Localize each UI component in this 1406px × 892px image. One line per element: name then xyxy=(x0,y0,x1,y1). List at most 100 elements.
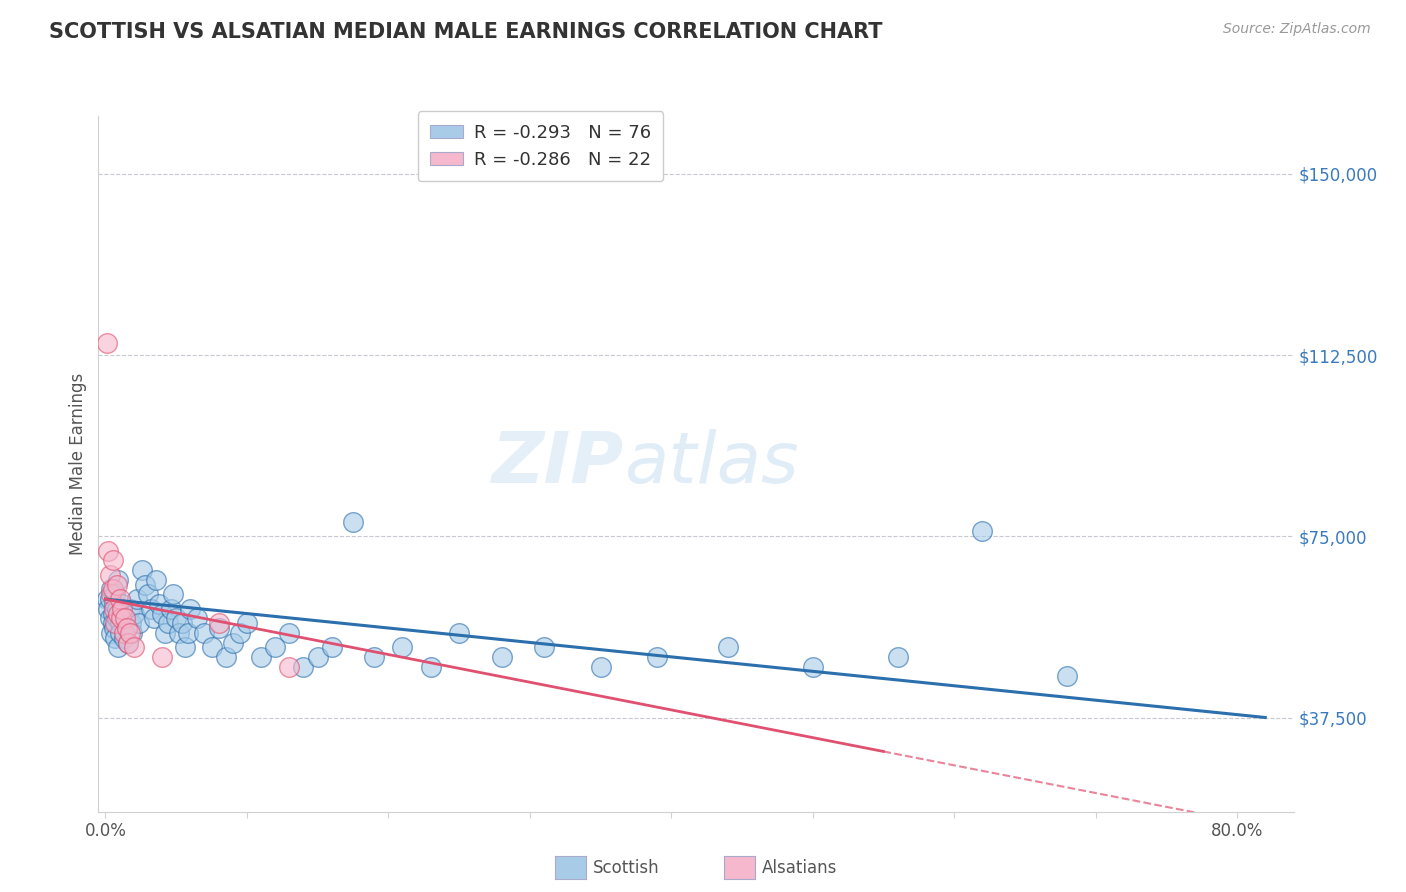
Point xyxy=(150,650,173,665)
Point xyxy=(112,626,135,640)
Point xyxy=(115,621,138,635)
Point xyxy=(391,640,413,655)
Point xyxy=(114,611,136,625)
Point xyxy=(321,640,343,655)
Point xyxy=(717,640,740,655)
Point xyxy=(307,650,329,665)
Point xyxy=(134,577,156,591)
Point xyxy=(108,592,131,607)
Point xyxy=(170,616,193,631)
Point xyxy=(107,607,129,621)
Point xyxy=(972,524,994,539)
Point xyxy=(142,611,165,625)
Point xyxy=(801,660,824,674)
Point xyxy=(105,602,128,616)
Point xyxy=(278,626,301,640)
Point xyxy=(222,635,245,649)
Point xyxy=(419,660,441,674)
Point xyxy=(96,592,118,607)
Point xyxy=(111,602,134,616)
Text: ZIP: ZIP xyxy=(492,429,624,499)
Point xyxy=(148,597,170,611)
Point xyxy=(186,611,208,625)
Point xyxy=(100,626,122,640)
Point xyxy=(122,640,145,655)
Point xyxy=(886,650,908,665)
Text: Alsatians: Alsatians xyxy=(762,859,838,877)
Point xyxy=(128,616,150,631)
Point xyxy=(103,621,125,635)
Point xyxy=(120,616,142,631)
Point xyxy=(156,616,179,631)
Point xyxy=(105,577,128,591)
Point xyxy=(125,592,148,607)
Point xyxy=(101,616,124,631)
Point xyxy=(98,592,121,607)
Point xyxy=(97,543,120,558)
Text: Source: ZipAtlas.com: Source: ZipAtlas.com xyxy=(1223,22,1371,37)
Point xyxy=(104,587,127,601)
Point xyxy=(139,602,162,616)
Point xyxy=(491,650,513,665)
Point xyxy=(112,631,135,645)
Point xyxy=(167,626,190,640)
Point xyxy=(162,587,184,601)
Point xyxy=(117,635,139,649)
Point xyxy=(100,582,122,597)
Point xyxy=(159,602,181,616)
Point xyxy=(101,607,124,621)
Point xyxy=(101,553,124,567)
Point xyxy=(342,515,364,529)
Point xyxy=(107,640,129,655)
Point xyxy=(117,635,139,649)
Point xyxy=(97,602,120,616)
Legend: R = -0.293   N = 76, R = -0.286   N = 22: R = -0.293 N = 76, R = -0.286 N = 22 xyxy=(418,112,664,181)
Point xyxy=(131,563,153,577)
Y-axis label: Median Male Earnings: Median Male Earnings xyxy=(69,373,87,555)
Point xyxy=(1056,669,1078,683)
Point xyxy=(98,611,121,625)
Point xyxy=(103,602,125,616)
Text: Scottish: Scottish xyxy=(593,859,659,877)
Point xyxy=(104,631,127,645)
Point xyxy=(250,650,273,665)
Point xyxy=(108,626,131,640)
Point xyxy=(145,573,167,587)
Point xyxy=(100,587,122,601)
Point xyxy=(292,660,315,674)
Point xyxy=(110,611,132,625)
Point xyxy=(229,626,252,640)
Point xyxy=(193,626,215,640)
Point xyxy=(103,597,125,611)
Point xyxy=(449,626,471,640)
Point xyxy=(111,597,134,611)
Point xyxy=(110,607,132,621)
Text: SCOTTISH VS ALSATIAN MEDIAN MALE EARNINGS CORRELATION CHART: SCOTTISH VS ALSATIAN MEDIAN MALE EARNING… xyxy=(49,22,883,42)
Point xyxy=(215,650,238,665)
Point xyxy=(105,611,128,625)
Point xyxy=(208,616,231,631)
Point xyxy=(115,621,138,635)
Point xyxy=(101,582,124,597)
Point xyxy=(236,616,259,631)
Point xyxy=(165,611,187,625)
Point xyxy=(136,587,159,601)
Point xyxy=(363,650,385,665)
Point xyxy=(589,660,612,674)
Point xyxy=(118,602,141,616)
Point xyxy=(108,616,131,631)
Point xyxy=(153,626,176,640)
Point xyxy=(179,602,201,616)
Point xyxy=(264,640,287,655)
Point xyxy=(533,640,555,655)
Point xyxy=(121,626,143,640)
Point xyxy=(114,611,136,625)
Point xyxy=(200,640,222,655)
Point xyxy=(107,573,129,587)
Point xyxy=(176,626,198,640)
Point xyxy=(173,640,195,655)
Point xyxy=(278,660,301,674)
Point xyxy=(104,616,127,631)
Point xyxy=(98,568,121,582)
Point xyxy=(208,621,231,635)
